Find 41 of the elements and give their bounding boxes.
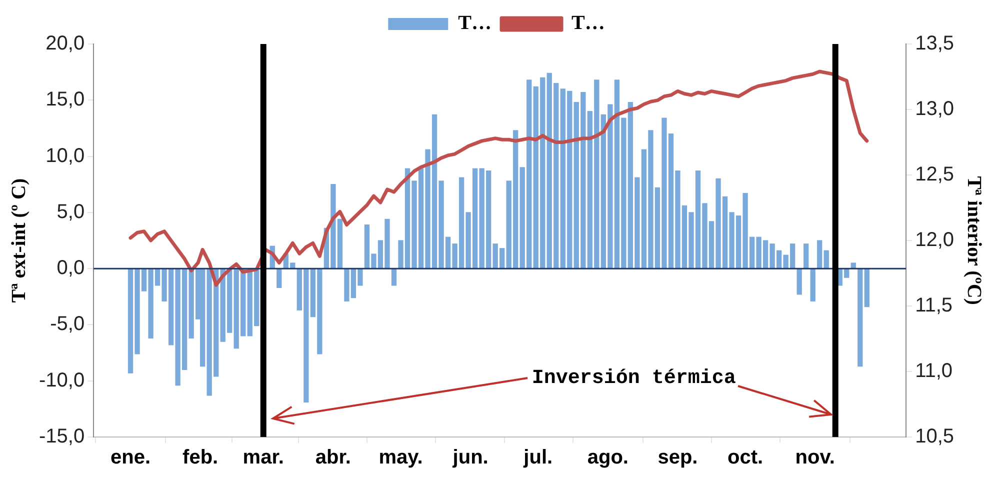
y2-tick-label: 13,5 — [915, 32, 954, 55]
y-tick-label: 0,0 — [56, 257, 85, 280]
bar — [804, 244, 809, 268]
y2-tick-label: 10,5 — [915, 426, 954, 448]
legend-label: T… — [572, 12, 605, 34]
bar — [817, 240, 822, 268]
y2-axis-title: Tª interior (ºC) — [962, 176, 985, 305]
bar — [810, 268, 816, 302]
x-tick-label: ago. — [587, 446, 628, 469]
y-tick-label: -10,0 — [38, 369, 85, 392]
bar — [864, 268, 870, 308]
bar — [391, 268, 397, 286]
y-tick-label: -15,0 — [38, 426, 85, 448]
x-tick-label: ene. — [110, 446, 151, 469]
y2-tick-label: 12,5 — [915, 164, 954, 186]
x-tick-label: abr. — [315, 446, 351, 469]
y2-tick-label: 11,5 — [915, 294, 953, 317]
x-tick-label: nov. — [795, 446, 835, 469]
y2-tick-label: 13,0 — [915, 98, 954, 120]
y-tick-label: 10,0 — [46, 144, 85, 167]
bar — [796, 268, 802, 295]
x-tick-label: feb. — [182, 446, 218, 469]
y-tick-label: -5,0 — [50, 313, 85, 336]
x-tick-label: oct. — [728, 446, 764, 469]
x-tick-label: jun. — [452, 446, 488, 469]
x-tick-label: may. — [378, 446, 423, 469]
bar — [824, 250, 829, 268]
y-tick-label: 15,0 — [46, 88, 85, 111]
x-tick-label: mar. — [242, 446, 284, 469]
x-tick-label: sep. — [658, 446, 698, 469]
legend-label: T… — [458, 12, 492, 34]
y2-tick-label: 11,0 — [915, 360, 953, 382]
bar — [858, 268, 863, 367]
bar — [850, 262, 856, 268]
y-tick-label: 5,0 — [56, 200, 85, 223]
y2-tick-label: 12,0 — [915, 229, 954, 252]
y-axis-title: Tª ext-int (º C) — [8, 178, 30, 303]
x-tick-label: jul. — [522, 446, 553, 469]
annotation: Inversión térmica — [532, 367, 736, 390]
bar — [276, 268, 282, 288]
y-tick-label: 20,0 — [46, 32, 85, 55]
